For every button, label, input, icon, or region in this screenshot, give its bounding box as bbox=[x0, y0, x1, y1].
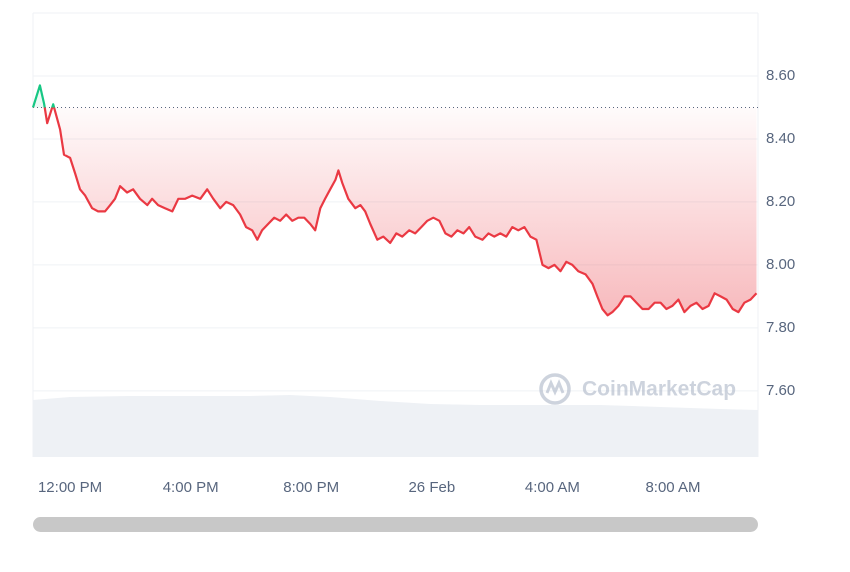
x-tick-label: 26 Feb bbox=[408, 479, 455, 496]
watermark-text: CoinMarketCap bbox=[582, 378, 736, 401]
plot-layer bbox=[31, 84, 758, 317]
y-tick-label: 8.20 bbox=[766, 193, 795, 210]
scrollbar[interactable] bbox=[33, 517, 758, 532]
price-line bbox=[31, 84, 758, 317]
y-tick-label: 7.80 bbox=[766, 319, 795, 336]
y-tick-label: 7.60 bbox=[766, 382, 795, 399]
y-tick-label: 8.00 bbox=[766, 256, 795, 273]
x-tick-label: 12:00 PM bbox=[38, 479, 102, 496]
x-tick-label: 8:00 PM bbox=[283, 479, 339, 496]
watermark-logo bbox=[539, 373, 571, 405]
y-tick-label: 8.40 bbox=[766, 130, 795, 147]
volume-layer bbox=[33, 395, 758, 457]
y-tick-label: 8.60 bbox=[766, 67, 795, 84]
x-tick-label: 8:00 AM bbox=[645, 479, 700, 496]
watermark: CoinMarketCap bbox=[539, 373, 736, 405]
x-tick-label: 4:00 AM bbox=[525, 479, 580, 496]
price-area bbox=[33, 85, 757, 316]
watermark-logo-mark bbox=[545, 379, 565, 396]
x-tick-label: 4:00 PM bbox=[163, 479, 219, 496]
volume-area bbox=[33, 395, 758, 457]
